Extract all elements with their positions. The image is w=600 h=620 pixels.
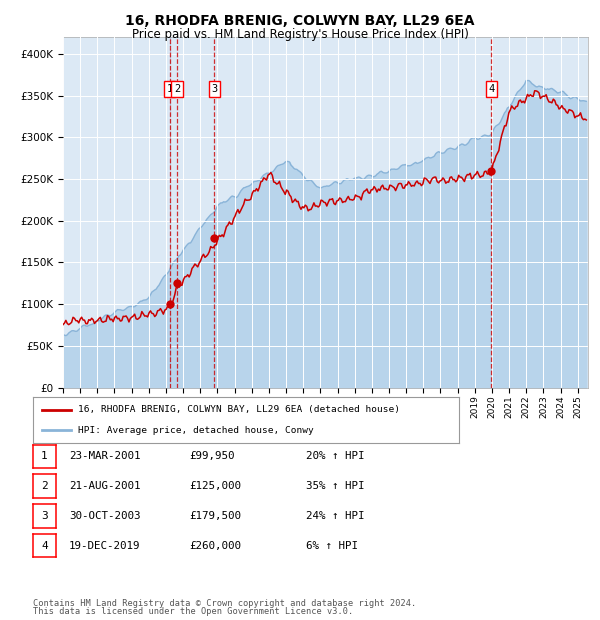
Text: 1: 1 — [167, 84, 173, 94]
Text: 24% ↑ HPI: 24% ↑ HPI — [306, 511, 365, 521]
Text: 6% ↑ HPI: 6% ↑ HPI — [306, 541, 358, 551]
Text: 2: 2 — [174, 84, 180, 94]
Text: 23-MAR-2001: 23-MAR-2001 — [69, 451, 140, 461]
Text: £260,000: £260,000 — [189, 541, 241, 551]
Text: 1: 1 — [41, 451, 48, 461]
Text: £99,950: £99,950 — [189, 451, 235, 461]
Text: 20% ↑ HPI: 20% ↑ HPI — [306, 451, 365, 461]
Text: 2: 2 — [41, 481, 48, 491]
Text: £179,500: £179,500 — [189, 511, 241, 521]
Text: 30-OCT-2003: 30-OCT-2003 — [69, 511, 140, 521]
Text: This data is licensed under the Open Government Licence v3.0.: This data is licensed under the Open Gov… — [33, 607, 353, 616]
Text: 4: 4 — [41, 541, 48, 551]
Text: Price paid vs. HM Land Registry's House Price Index (HPI): Price paid vs. HM Land Registry's House … — [131, 28, 469, 41]
Text: £125,000: £125,000 — [189, 481, 241, 491]
Text: 35% ↑ HPI: 35% ↑ HPI — [306, 481, 365, 491]
Text: 4: 4 — [488, 84, 494, 94]
Text: HPI: Average price, detached house, Conwy: HPI: Average price, detached house, Conw… — [78, 426, 313, 435]
Text: 19-DEC-2019: 19-DEC-2019 — [69, 541, 140, 551]
Text: 3: 3 — [41, 511, 48, 521]
Text: 16, RHODFA BRENIG, COLWYN BAY, LL29 6EA (detached house): 16, RHODFA BRENIG, COLWYN BAY, LL29 6EA … — [78, 405, 400, 414]
Text: 16, RHODFA BRENIG, COLWYN BAY, LL29 6EA: 16, RHODFA BRENIG, COLWYN BAY, LL29 6EA — [125, 14, 475, 28]
Text: 3: 3 — [211, 84, 218, 94]
Text: 21-AUG-2001: 21-AUG-2001 — [69, 481, 140, 491]
Text: Contains HM Land Registry data © Crown copyright and database right 2024.: Contains HM Land Registry data © Crown c… — [33, 600, 416, 608]
